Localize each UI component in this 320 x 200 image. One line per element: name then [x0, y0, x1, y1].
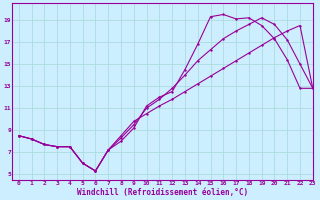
X-axis label: Windchill (Refroidissement éolien,°C): Windchill (Refroidissement éolien,°C)	[77, 188, 248, 197]
